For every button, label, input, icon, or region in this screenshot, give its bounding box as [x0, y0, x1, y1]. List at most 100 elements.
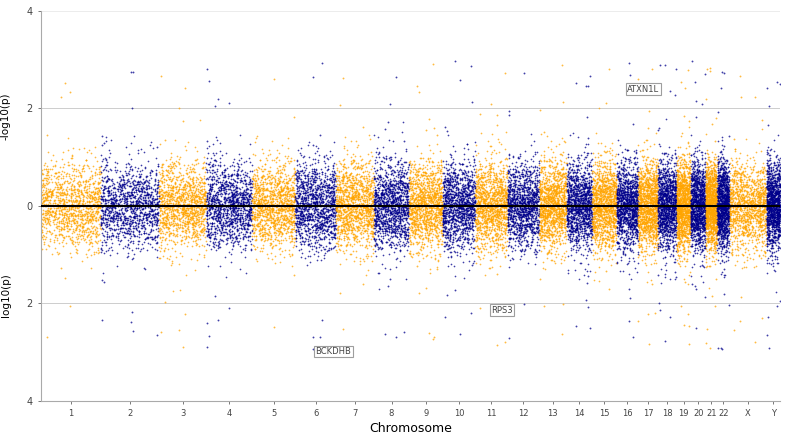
Point: [667, 170, 680, 177]
Point: [216, 187, 229, 194]
Point: [224, 183, 236, 191]
Point: [515, 205, 528, 212]
Point: [91, 208, 103, 215]
Point: [507, 208, 519, 215]
Point: [287, 192, 300, 199]
Point: [233, 189, 246, 196]
Point: [760, 240, 773, 247]
Point: [701, 193, 714, 200]
Point: [683, 228, 696, 235]
Point: [739, 184, 752, 191]
Point: [543, 213, 556, 220]
Point: [645, 240, 658, 247]
Point: [409, 225, 422, 232]
Point: [151, 176, 164, 183]
Point: [593, 170, 606, 177]
Point: [667, 174, 679, 181]
Point: [131, 180, 143, 187]
Point: [665, 207, 678, 214]
Point: [528, 183, 541, 191]
Point: [696, 212, 709, 219]
Point: [251, 216, 264, 223]
Point: [650, 221, 663, 229]
Point: [706, 191, 719, 198]
Point: [718, 225, 730, 232]
Point: [290, 209, 303, 216]
Point: [507, 174, 519, 181]
Point: [437, 217, 449, 224]
Point: [634, 170, 647, 177]
Point: [369, 209, 382, 216]
Point: [375, 188, 388, 195]
Point: [638, 232, 651, 239]
Point: [712, 219, 725, 226]
Point: [649, 180, 662, 187]
Point: [689, 223, 702, 230]
Point: [372, 270, 385, 277]
Point: [705, 182, 718, 189]
Point: [153, 208, 166, 215]
Point: [592, 187, 604, 194]
Point: [193, 193, 205, 200]
Point: [707, 220, 719, 227]
Point: [195, 198, 208, 205]
Point: [749, 213, 762, 221]
Point: [306, 232, 319, 240]
Point: [718, 225, 730, 232]
Point: [522, 214, 534, 221]
Point: [170, 206, 183, 213]
Point: [681, 183, 693, 190]
Point: [532, 188, 545, 195]
Point: [490, 236, 502, 243]
Point: [91, 208, 104, 215]
Point: [516, 206, 529, 213]
Point: [765, 170, 778, 177]
Point: [523, 200, 536, 207]
Point: [207, 163, 220, 170]
Point: [695, 194, 708, 201]
Point: [508, 231, 520, 238]
Point: [339, 171, 352, 178]
Point: [670, 217, 682, 225]
Point: [161, 171, 174, 179]
Point: [52, 214, 65, 221]
Point: [707, 216, 719, 223]
Point: [665, 179, 678, 186]
Point: [687, 195, 700, 202]
Point: [699, 294, 711, 301]
Point: [538, 216, 551, 223]
Point: [717, 229, 730, 236]
Point: [685, 221, 698, 228]
Point: [102, 215, 114, 222]
Point: [679, 176, 692, 183]
Point: [593, 187, 605, 194]
Point: [283, 201, 295, 208]
Point: [326, 207, 338, 214]
Point: [542, 199, 555, 206]
Point: [564, 169, 577, 176]
Point: [193, 188, 205, 195]
Point: [133, 179, 146, 186]
Point: [582, 184, 595, 191]
Point: [604, 217, 616, 224]
Point: [293, 170, 305, 177]
Point: [257, 187, 269, 194]
Point: [406, 205, 419, 212]
Point: [109, 191, 121, 198]
Point: [608, 160, 620, 167]
Point: [748, 179, 760, 186]
Point: [611, 260, 623, 267]
Point: [773, 181, 785, 188]
Point: [352, 179, 364, 186]
Point: [770, 195, 782, 202]
Point: [337, 218, 349, 225]
Point: [678, 206, 690, 213]
Point: [286, 205, 298, 212]
Point: [763, 103, 775, 110]
Point: [404, 236, 416, 243]
Point: [763, 183, 775, 190]
Point: [73, 183, 86, 190]
Point: [662, 184, 674, 191]
Point: [719, 197, 732, 204]
Point: [764, 198, 777, 206]
